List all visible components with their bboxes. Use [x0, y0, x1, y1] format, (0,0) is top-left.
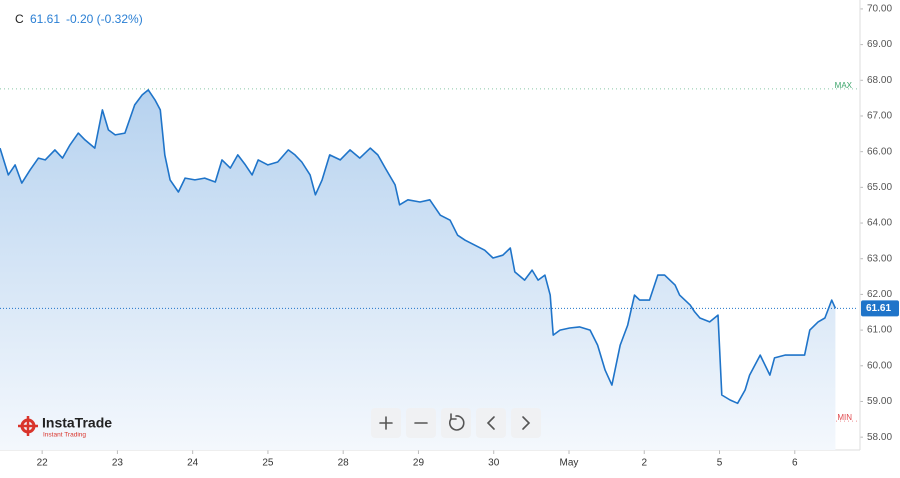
max-label: MAX: [835, 81, 853, 90]
ticker: C: [15, 12, 24, 26]
y-tick-label: 58.00: [867, 432, 892, 443]
scroll-right-button[interactable]: [511, 408, 541, 438]
logo: InstaTrade Instant Trading: [18, 415, 112, 439]
x-tick-label: 2: [641, 458, 647, 469]
y-tick-label: 69.00: [867, 39, 892, 50]
logo-tagline: Instant Trading: [43, 432, 86, 439]
scroll-left-button[interactable]: [476, 408, 506, 438]
x-tick-label: 28: [338, 458, 350, 469]
x-tick-label: 29: [413, 458, 425, 469]
y-tick-label: 59.00: [867, 396, 892, 407]
zoom-in-button[interactable]: [371, 408, 401, 438]
zoom-out-button[interactable]: [406, 408, 436, 438]
y-tick-label: 64.00: [867, 218, 892, 229]
logo-name: InstaTrade: [42, 415, 112, 431]
x-tick-label: 25: [262, 458, 274, 469]
x-tick-label: May: [560, 458, 579, 469]
y-tick-label: 61.00: [867, 325, 892, 336]
y-tick-label: 70.00: [867, 4, 892, 15]
y-tick-label: 67.00: [867, 111, 892, 122]
x-tick-label: 5: [717, 458, 723, 469]
price: 61.61: [30, 12, 60, 26]
x-tick-label: 22: [37, 458, 49, 469]
last-price-box: [861, 300, 899, 317]
reset-button[interactable]: [441, 408, 471, 438]
y-tick-label: 62.00: [867, 289, 892, 300]
min-label: MIN: [837, 413, 852, 422]
x-tick-label: 30: [488, 458, 500, 469]
x-tick-label: 6: [792, 458, 798, 469]
x-tick-label: 24: [187, 458, 199, 469]
y-tick-label: 66.00: [867, 146, 892, 157]
change: -0.20 (-0.32%): [66, 12, 143, 26]
price-line: [0, 89, 837, 405]
last-price-label: 61.61: [866, 303, 891, 314]
y-tick-label: 63.00: [867, 253, 892, 264]
y-tick-label: 65.00: [867, 182, 892, 193]
area: [0, 89, 836, 451]
y-tick-label: 60.00: [867, 360, 892, 371]
y-tick-label: 68.00: [867, 75, 892, 86]
x-tick-label: 23: [112, 458, 124, 469]
